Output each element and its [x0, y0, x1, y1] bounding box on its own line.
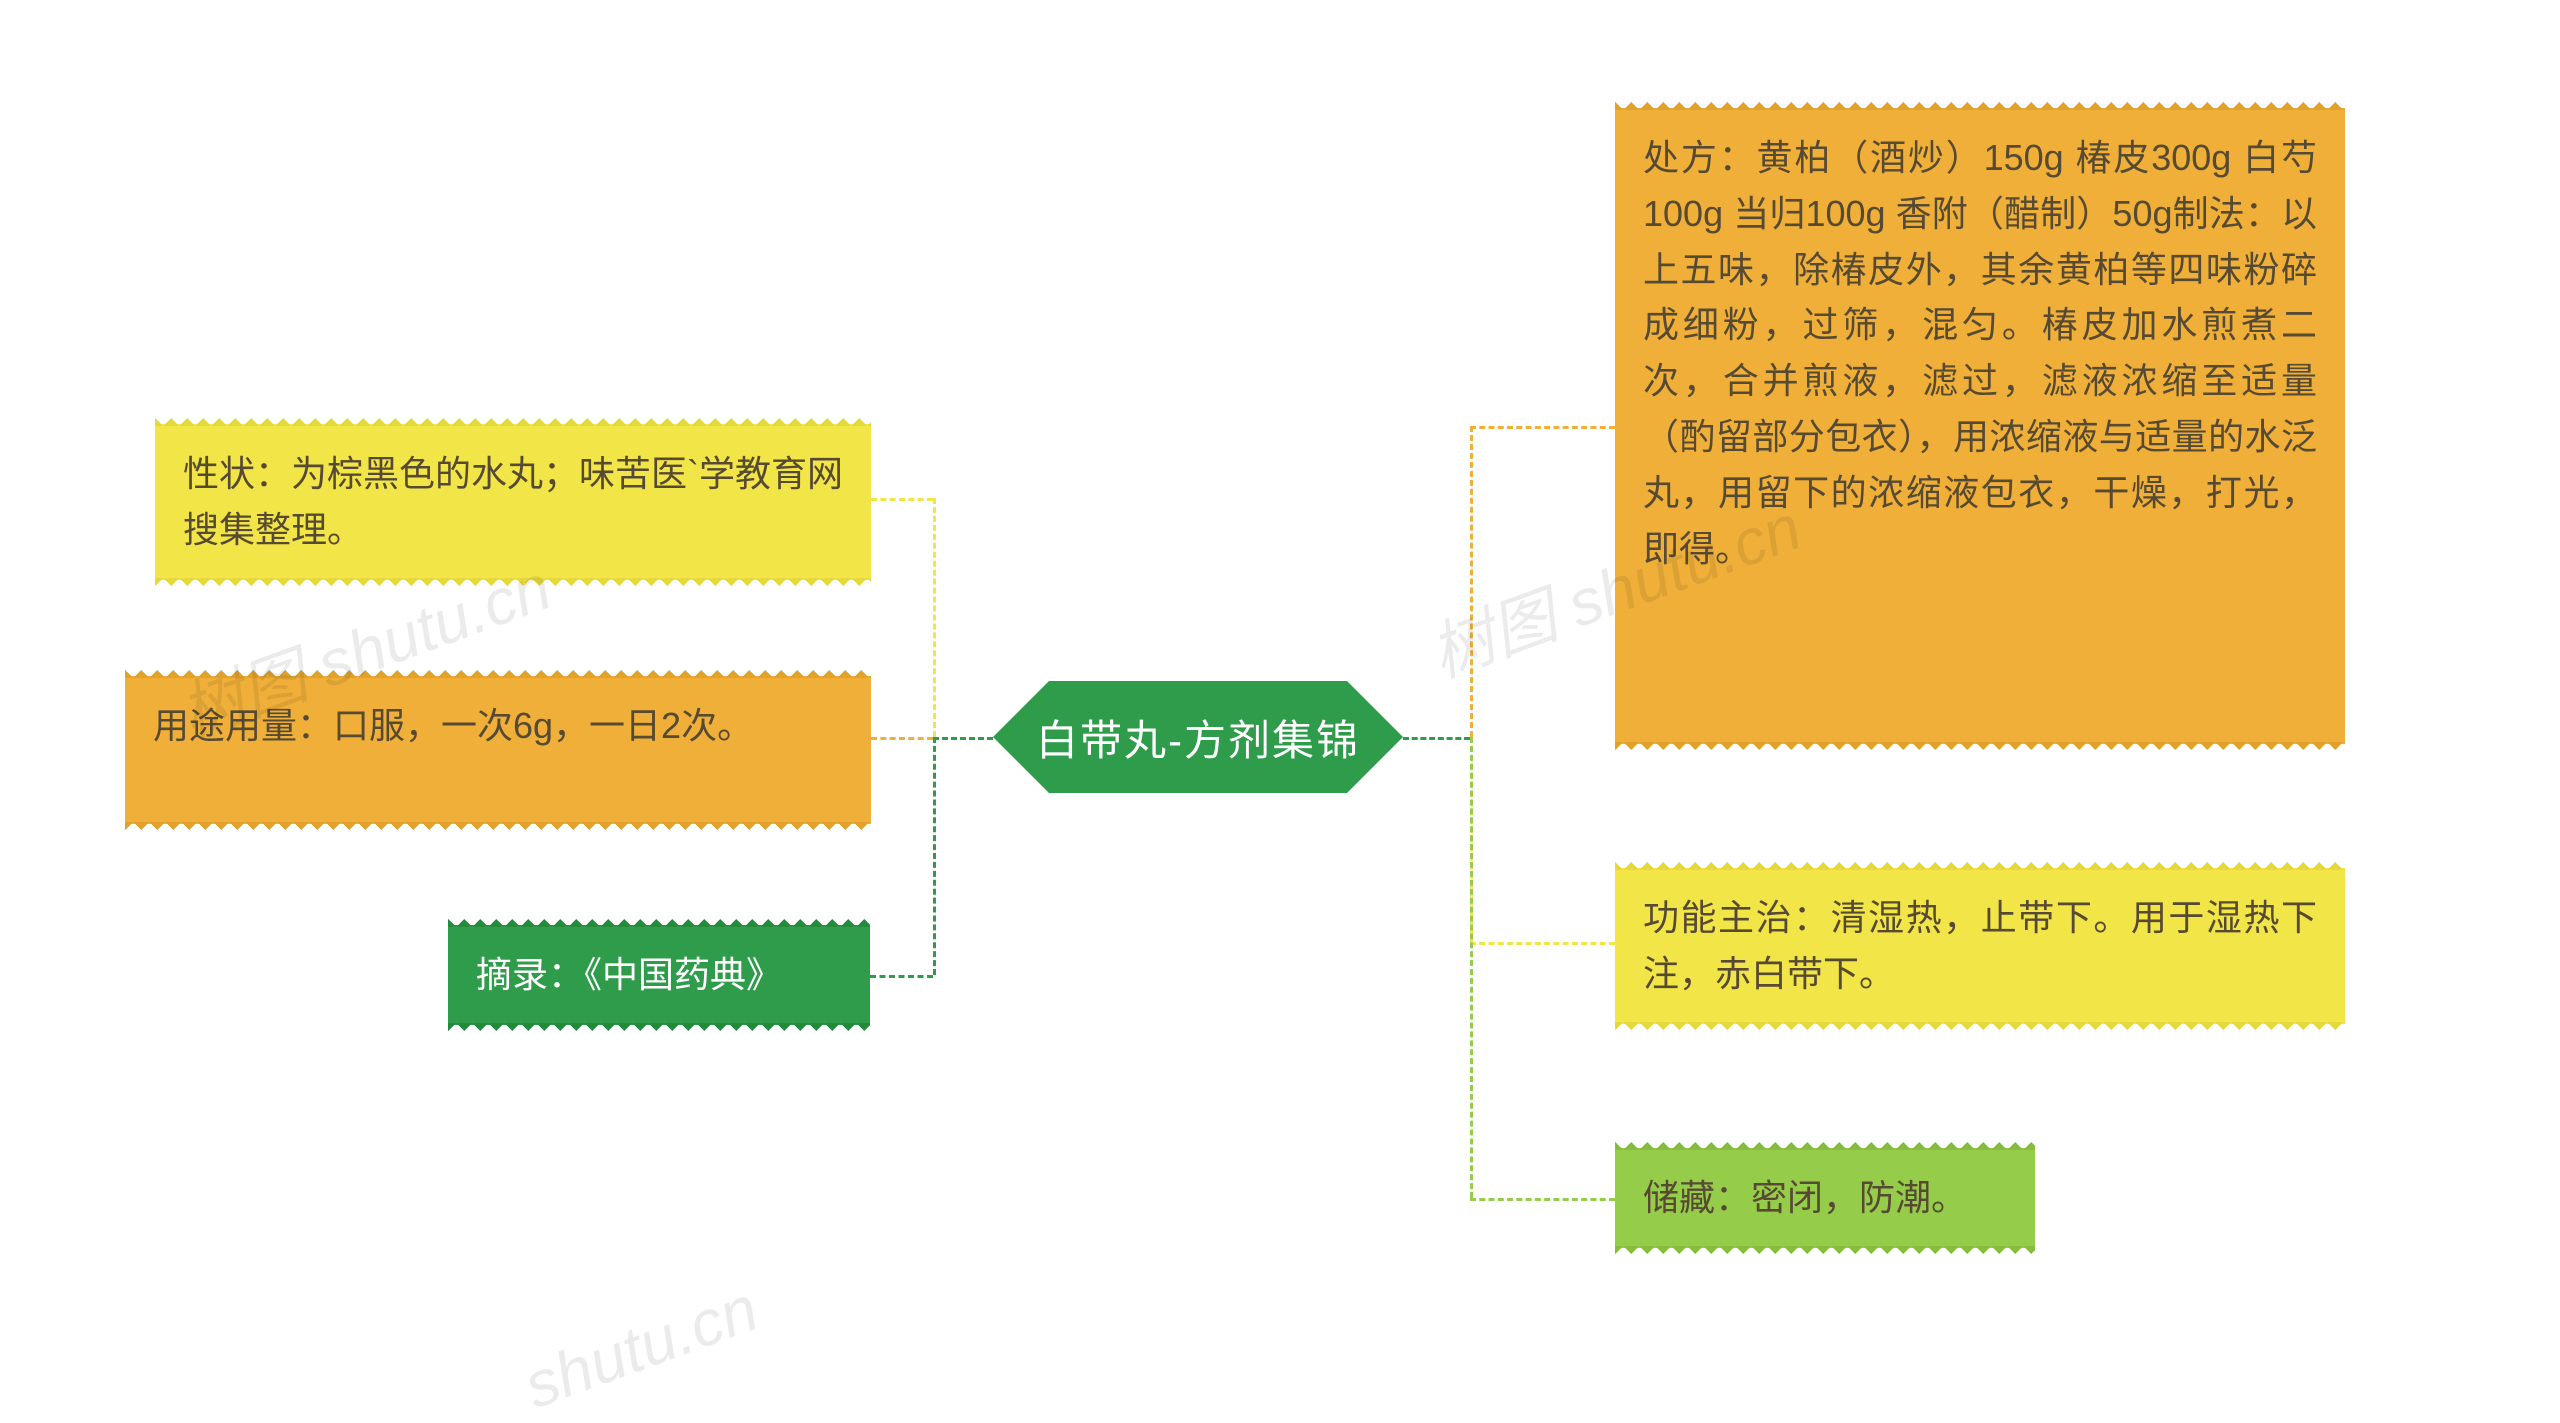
- connector: [1470, 737, 1473, 1198]
- connector: [1470, 426, 1615, 429]
- connector: [1470, 1198, 1615, 1201]
- connector: [870, 975, 933, 978]
- node-function: 功能主治：清湿热，止带下。用于湿热下注，赤白带下。: [1615, 868, 2345, 1024]
- connector: [933, 737, 993, 740]
- watermark: shutu.cn: [515, 1271, 768, 1423]
- node-prescription-text: 处方：黄柏（酒炒）150g 椿皮300g 白芍100g 当归100g 香附（醋制…: [1643, 130, 2317, 576]
- node-source-text: 摘录：《中国药典》: [476, 947, 842, 1003]
- connector: [933, 737, 936, 975]
- node-prop: 性状：为棕黑色的水丸；味苦医`学教育网搜集整理。: [155, 424, 871, 580]
- connector: [1403, 737, 1470, 740]
- connector: [1470, 426, 1473, 737]
- node-storage-text: 储藏：密闭，防潮。: [1643, 1170, 2007, 1226]
- node-function-text: 功能主治：清湿热，止带下。用于湿热下注，赤白带下。: [1643, 890, 2317, 1002]
- node-prescription: 处方：黄柏（酒炒）150g 椿皮300g 白芍100g 当归100g 香附（醋制…: [1615, 108, 2345, 744]
- node-source: 摘录：《中国药典》: [448, 925, 870, 1025]
- node-dosage: 用途用量：口服，一次6g，一日2次。: [125, 676, 871, 824]
- connector: [871, 498, 933, 501]
- center-label: 白带丸-方剂集锦: [1036, 707, 1360, 768]
- mindmap-canvas: 性状：为棕黑色的水丸；味苦医`学教育网搜集整理。用途用量：口服，一次6g，一日2…: [0, 0, 2560, 1377]
- node-dosage-text: 用途用量：口服，一次6g，一日2次。: [153, 698, 843, 754]
- connector: [871, 737, 933, 740]
- node-storage: 储藏：密闭，防潮。: [1615, 1148, 2035, 1248]
- node-prop-text: 性状：为棕黑色的水丸；味苦医`学教育网搜集整理。: [183, 446, 843, 558]
- center-node: 白带丸-方剂集锦: [993, 681, 1403, 793]
- connector: [933, 498, 936, 737]
- connector: [1470, 942, 1615, 945]
